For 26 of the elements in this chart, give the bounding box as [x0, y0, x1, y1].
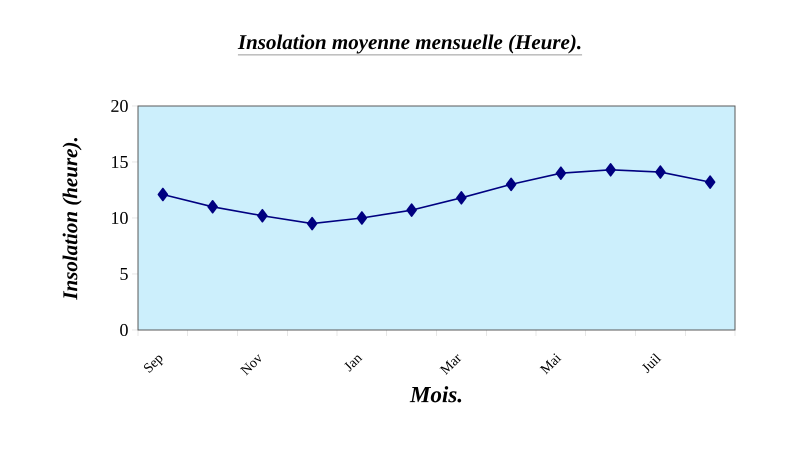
point: [456, 191, 467, 205]
point: [506, 178, 516, 192]
chart-title: Insolation moyenne mensuelle (Heure).: [238, 34, 580, 54]
x-axis-title: Mois.: [410, 386, 462, 402]
x-tick-label: Nov: [240, 354, 262, 376]
point: [655, 165, 666, 179]
x-tick-label: Juil: [642, 353, 662, 374]
x-tick-label: Mar: [440, 354, 462, 375]
point: [406, 203, 417, 217]
x-tick-label: Sep: [144, 356, 164, 373]
point: [306, 216, 318, 230]
y-tick-label: 20: [111, 100, 128, 112]
point: [257, 208, 268, 223]
point: [556, 166, 566, 180]
y-tick-label: 0: [120, 324, 128, 336]
point: [207, 200, 218, 214]
y-axis-title: Insolation (heure).: [62, 138, 82, 300]
point: [704, 175, 716, 189]
y-tick-label: 15: [112, 156, 128, 168]
point: [158, 188, 168, 202]
point: [356, 211, 368, 225]
x-tick-label: Jan: [344, 355, 363, 372]
point: [605, 163, 616, 177]
x-tick-label: Mai: [540, 354, 562, 375]
y-tick-label: 10: [112, 212, 128, 224]
y-tick-label: 5: [120, 268, 128, 280]
